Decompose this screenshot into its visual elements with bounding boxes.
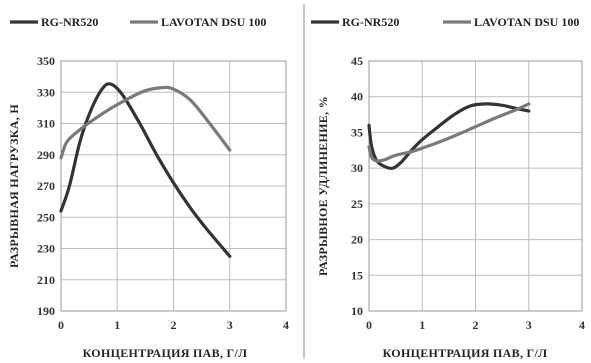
y-tick-label: 330 [37,85,55,99]
x-tick-label: 4 [283,318,289,332]
x-tick-label: 2 [171,318,177,332]
x-tick-label: 3 [227,318,233,332]
panel-separator [303,4,305,359]
y-tick-label: 30 [351,161,363,175]
legend-entry: RG-NR520 [342,15,399,29]
x-tick-label: 1 [419,318,425,332]
x-tick-label: 0 [366,318,372,332]
gridlines [368,60,583,312]
legend-entry: RG-NR520 [41,15,98,29]
x-tick-label: 1 [114,318,120,332]
y-axis-title: РАЗРЫВНОЕ УДЛИНЕНИЕ, % [316,96,330,276]
y-tick-label: 35 [351,125,363,139]
y-tick-label: 310 [37,117,55,131]
y-tick-label: 15 [351,268,363,282]
x-tick-label: 0 [58,318,64,332]
legend-entry: LAVOTAN DSU 100 [474,15,579,29]
x-tick-label: 2 [473,318,479,332]
y-tick-label: 350 [37,54,55,68]
plot-frame [60,60,287,312]
x-tick-label: 3 [526,318,532,332]
y-tick-label: 40 [351,90,363,104]
y-tick-label: 210 [37,273,55,287]
y-axis-title: РАЗРЫВНАЯ НАГРУЗКА, Н [7,104,21,268]
y-tick-label: 190 [37,304,55,318]
series-line-rg-nr520 [367,102,531,170]
y-tick-label: 25 [351,197,363,211]
y-tick-label: 250 [37,210,55,224]
chart-elongation: 0 1 2 3 4 10 15 20 25 30 35 40 45 RG-NR520 LAVOTAN DSU… [311,15,585,360]
y-tick-label: 290 [37,148,55,162]
x-axis-title: КОНЦЕНТРАЦИЯ ПАВ, Г/Л [383,346,548,360]
x-tick-label: 4 [579,318,585,332]
y-tick-label: 20 [351,233,363,247]
y-tick-label: 230 [37,242,55,256]
legend-entry: LAVOTAN DSU 100 [161,15,266,29]
series-line-lavotan-dsu-100 [367,102,531,163]
chart-breaking-load: 0 1 2 3 4 190 210 230 250 270 290 310 330 350 RG-NR520… [7,15,289,360]
y-tick-label: 270 [37,179,55,193]
y-tick-label: 45 [351,54,363,68]
series-line-rg-nr520 [59,82,232,258]
plot-frame [368,60,583,312]
y-tick-label: 10 [351,304,363,318]
x-axis-title: КОНЦЕНТРАЦИЯ ПАВ, Г/Л [83,346,248,360]
series-line-lavotan-dsu-100 [59,85,232,160]
